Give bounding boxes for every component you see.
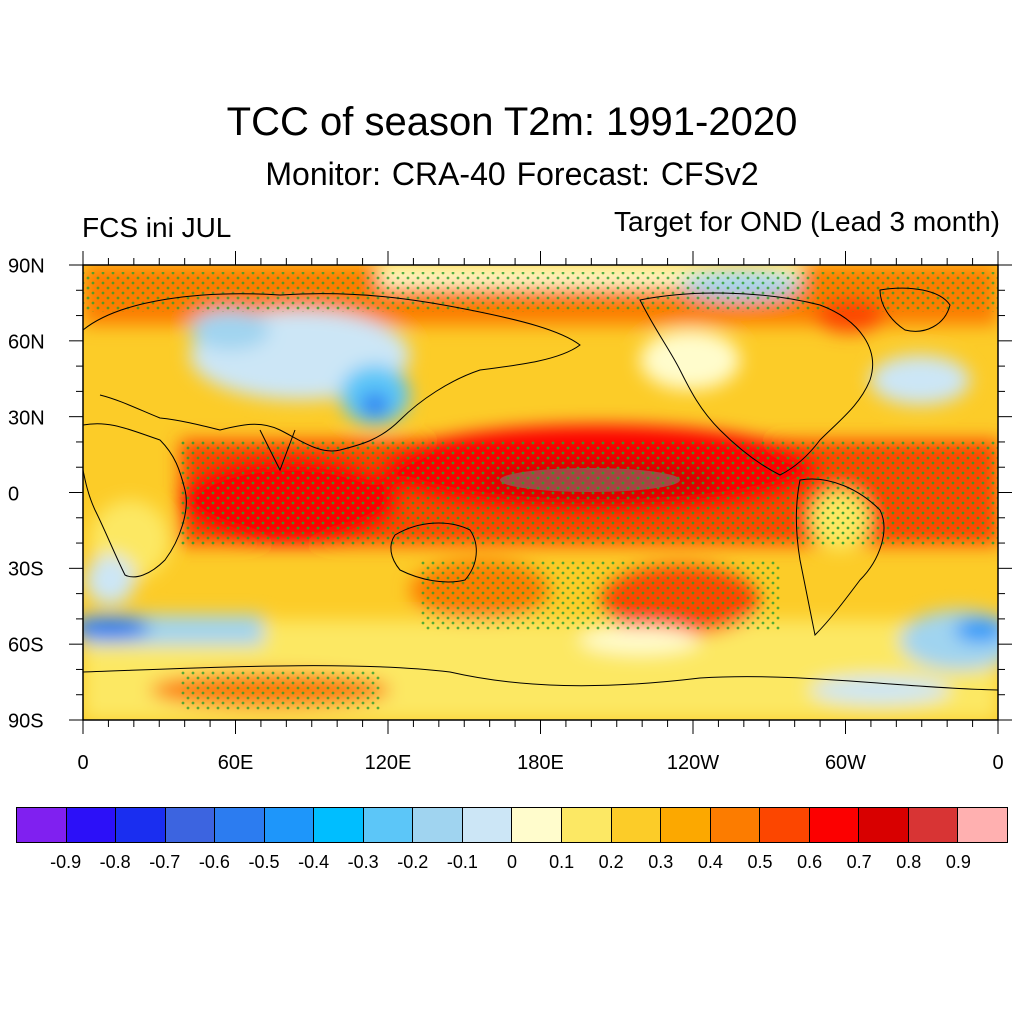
latitude-label: 0: [8, 483, 20, 505]
colorbar-label: -0.2: [397, 852, 429, 872]
latitude-label: 30S: [8, 558, 44, 581]
map-title: TCC of season T2m: 1991-2020: [226, 100, 798, 144]
colorbar-label: 0.9: [945, 852, 971, 872]
colorbar-swatch: [363, 808, 414, 842]
axis-ticks: [69, 251, 1012, 734]
latitude-label: 90S: [8, 710, 44, 733]
latitude-label: 30N: [8, 407, 45, 430]
colorbar-label: -0.8: [99, 852, 131, 872]
colorbar-label: 0.2: [598, 852, 624, 872]
colorbar-swatch: [611, 808, 662, 842]
colorbar-swatch: [760, 808, 810, 842]
colorbar-swatch: [710, 808, 761, 842]
colorbar-swatch: [264, 808, 315, 842]
map-subtitle: Monitor: CRA-40 Forecast: CFSv2: [265, 156, 759, 192]
colorbar-label: -0.5: [248, 852, 280, 872]
longitude-label: 60W: [824, 752, 867, 774]
colorbar-swatch: [661, 808, 711, 842]
colorbar-label: -0.3: [347, 852, 379, 872]
colorbar-swatch: [462, 808, 513, 842]
colorbar-label: 0.6: [797, 852, 823, 872]
target-season-label: Target for OND (Lead 3 month): [614, 206, 1000, 237]
colorbar-label: -0.1: [446, 852, 478, 872]
colorbar-label: 0.5: [747, 852, 773, 872]
colorbar-swatch: [562, 808, 612, 842]
colorbar-swatch: [314, 808, 364, 842]
colorbar-swatch: [215, 808, 265, 842]
colorbar-label: -0.9: [50, 852, 82, 872]
colorbar-swatch: [66, 808, 117, 842]
colorbar-label: -0.7: [149, 852, 181, 872]
colorbar-label: 0.4: [697, 852, 723, 872]
colorbar-label: 0: [506, 852, 518, 872]
colorbar-label: -0.6: [198, 852, 230, 872]
colorbar-swatch: [512, 808, 563, 842]
latitude-label: 60S: [8, 634, 44, 657]
colorbar-swatch: [908, 808, 959, 842]
latitude-label: 60N: [8, 331, 45, 354]
init-month-label: FCS ini JUL: [82, 212, 232, 243]
longitude-label: 60E: [217, 752, 254, 774]
correlation-field: [83, 265, 998, 720]
colorbar-label: 0.8: [896, 852, 922, 872]
colorbar-swatch: [17, 808, 67, 842]
colorbar-label: 0.7: [846, 852, 872, 872]
colorbar: [16, 807, 1008, 843]
colorbar-label: 0.1: [549, 852, 575, 872]
longitude-label: 180E: [517, 752, 564, 774]
longitude-label: 120W: [666, 752, 720, 774]
longitude-label: 0: [992, 752, 1004, 774]
colorbar-swatch: [859, 808, 909, 842]
colorbar-label: -0.4: [298, 852, 330, 872]
longitude-label: 0: [77, 752, 89, 774]
colorbar-label: 0.3: [648, 852, 674, 872]
colorbar-swatch: [809, 808, 860, 842]
colorbar-swatch: [413, 808, 463, 842]
longitude-label: 120E: [364, 752, 412, 774]
colorbar-swatch: [165, 808, 216, 842]
colorbar-swatch: [116, 808, 166, 842]
latitude-label: 90N: [8, 255, 45, 278]
coastlines: [82, 287, 999, 691]
colorbar-swatch: [958, 808, 1007, 842]
